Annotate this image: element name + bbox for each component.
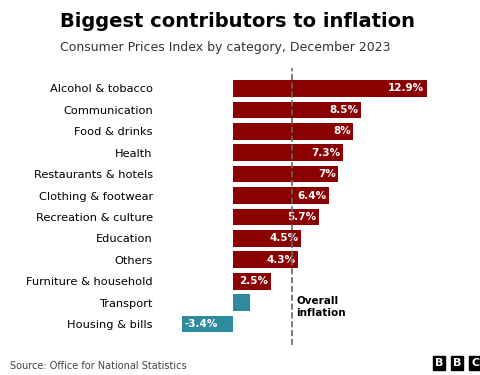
Text: Consumer Prices Index by category, December 2023: Consumer Prices Index by category, Decem…: [60, 40, 391, 54]
Text: 5.7%: 5.7%: [288, 212, 316, 222]
Bar: [233, 251, 298, 268]
Text: 2.5%: 2.5%: [240, 276, 268, 286]
Text: Biggest contributors to inflation: Biggest contributors to inflation: [60, 12, 415, 32]
Text: B: B: [453, 357, 461, 368]
Bar: [233, 144, 343, 161]
Text: 4.3%: 4.3%: [266, 255, 296, 265]
Bar: [233, 123, 353, 140]
Text: Source: Office for National Statistics: Source: Office for National Statistics: [10, 361, 186, 371]
Bar: [233, 209, 319, 225]
Bar: [233, 230, 301, 247]
Text: 8.5%: 8.5%: [329, 105, 359, 115]
Text: 12.9%: 12.9%: [388, 84, 424, 93]
Bar: [233, 187, 329, 204]
Bar: [233, 102, 360, 118]
Bar: [233, 80, 427, 97]
Text: 4.5%: 4.5%: [269, 233, 299, 243]
Text: 7%: 7%: [318, 169, 336, 179]
Text: 7.3%: 7.3%: [312, 148, 340, 158]
Bar: [233, 166, 338, 183]
Text: Overall
inflation: Overall inflation: [296, 296, 346, 318]
Bar: [182, 316, 233, 332]
Text: -3.4%: -3.4%: [185, 319, 218, 329]
Text: 6.4%: 6.4%: [298, 190, 327, 201]
Bar: [233, 294, 250, 311]
Text: C: C: [471, 357, 479, 368]
Bar: [233, 273, 271, 290]
Text: 8%: 8%: [333, 126, 351, 136]
Text: B: B: [434, 357, 443, 368]
